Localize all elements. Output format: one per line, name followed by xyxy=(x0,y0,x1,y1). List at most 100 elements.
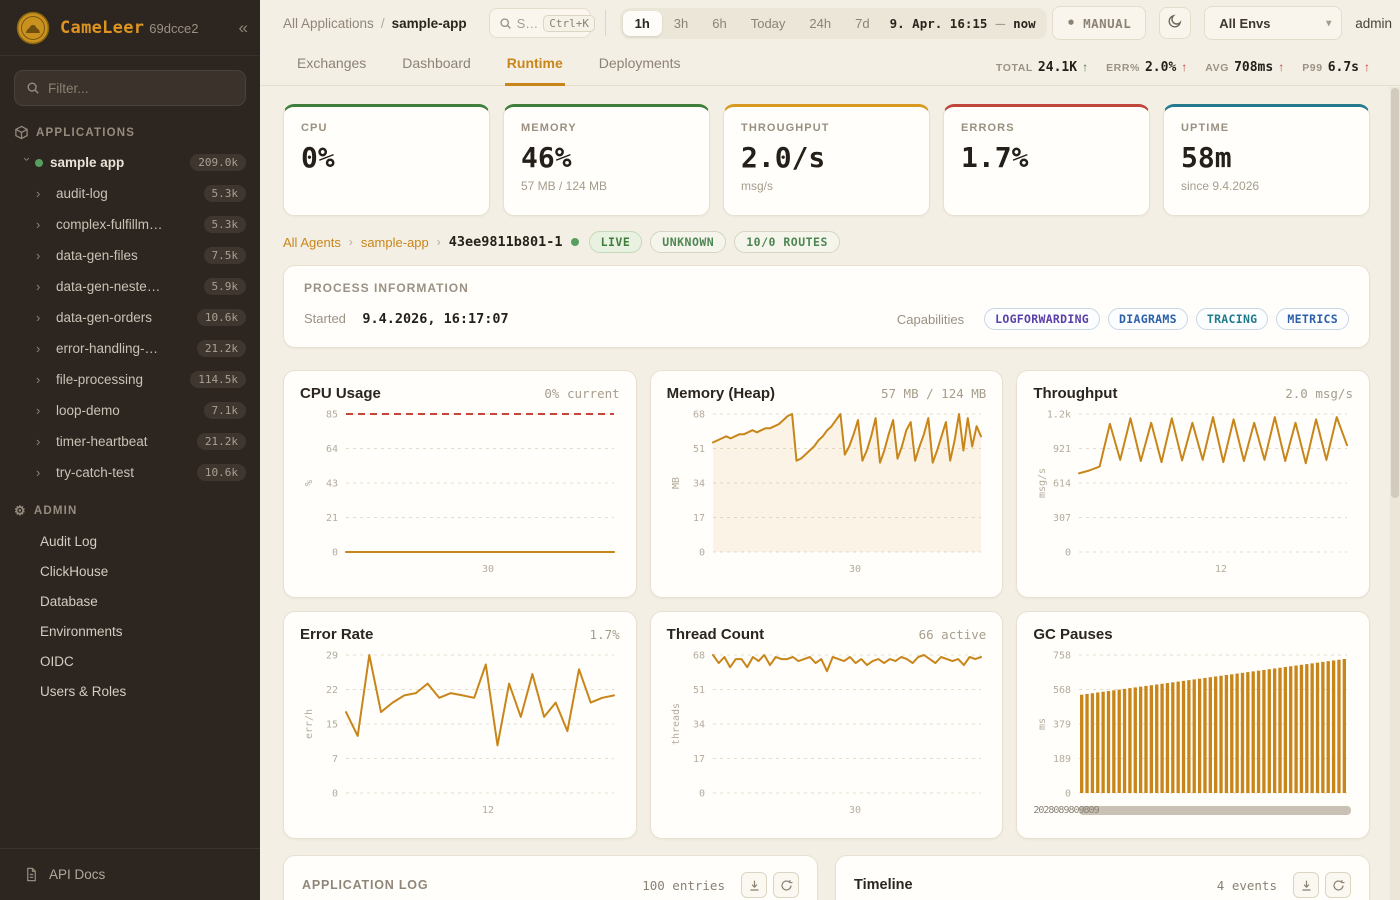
search-shortcut: Ctrl+K xyxy=(543,14,596,32)
chart-x-scrollbar[interactable] xyxy=(1079,806,1351,815)
app-root-label: sample app xyxy=(50,155,125,170)
metric-label: MEMORY xyxy=(521,122,577,134)
global-search-input[interactable]: S… Ctrl+K xyxy=(488,8,596,38)
sidebar-item-file-processing[interactable]: › file-processing 114.5k xyxy=(0,364,260,395)
route-label: data-gen-neste… xyxy=(56,279,161,294)
chevron-right-icon: › xyxy=(36,465,41,480)
sidebar-item-try-catch-test[interactable]: › try-catch-test 10.6k xyxy=(0,457,260,488)
user-menu[interactable]: admin xyxy=(1355,15,1392,31)
sidebar-collapse-button[interactable]: « xyxy=(238,18,248,37)
stat-total: TOTAL 24.1K ↑ xyxy=(996,60,1088,75)
svg-text:921: 921 xyxy=(1053,444,1071,455)
metric-card-memory: MEMORY 46% 57 MB / 124 MB xyxy=(503,104,710,216)
chevron-down-icon: › xyxy=(20,157,35,162)
tab-exchanges[interactable]: Exchanges xyxy=(297,55,367,71)
cameleer-logo-icon xyxy=(16,11,50,44)
svg-text:ms: ms xyxy=(1037,718,1048,730)
range-6h[interactable]: 6h xyxy=(700,11,738,36)
sidebar-item-clickhouse[interactable]: ClickHouse xyxy=(0,556,260,586)
admin-item-label: Users & Roles xyxy=(40,683,127,699)
trend-up-icon: ↑ xyxy=(1181,60,1188,74)
brand: CameLeer 69dcce2 xyxy=(60,18,198,38)
chart-value-label: 66 active xyxy=(918,627,987,642)
count-badge: 10.6k xyxy=(196,464,246,481)
refresh-button[interactable] xyxy=(773,872,799,898)
stat-value: 6.7s xyxy=(1327,60,1359,75)
chart-title: Thread Count xyxy=(666,626,765,643)
chevron-down-icon: ▾ xyxy=(1326,17,1332,29)
range-24h[interactable]: 24h xyxy=(797,11,843,36)
env-selector[interactable]: All Envs ▾ xyxy=(1204,6,1343,40)
breadcrumb-all-applications[interactable]: All Applications xyxy=(283,15,374,31)
svg-text:0: 0 xyxy=(1065,789,1071,800)
svg-text:17: 17 xyxy=(693,513,705,524)
charts-grid: CPU Usage 0% current 85 64 43 21 0% 30 Memory (H… xyxy=(283,370,1370,839)
sidebar-item-audit-log[interactable]: › audit-log 5.3k xyxy=(0,178,260,209)
sidebar-item-loop-demo[interactable]: › loop-demo 7.1k xyxy=(0,395,260,426)
chart-body: 1.2k 921 614 307 0 msg/s 12 xyxy=(1033,406,1353,583)
breadcrumb-all-agents[interactable]: All Agents xyxy=(283,234,341,250)
tab-dashboard[interactable]: Dashboard xyxy=(402,55,471,71)
sidebar-item-sample-app[interactable]: › sample app 209.0k xyxy=(0,147,260,178)
svg-text:MB: MB xyxy=(671,477,682,489)
svg-text:34: 34 xyxy=(693,720,705,731)
filter-input[interactable]: Filter... xyxy=(14,70,246,106)
sidebar-item-data-gen-files[interactable]: › data-gen-files 7.5k xyxy=(0,240,260,271)
date-from[interactable]: 9. Apr. 16:15 xyxy=(889,15,988,31)
sidebar-item-api-docs[interactable]: API Docs xyxy=(0,848,260,900)
manual-refresh-button[interactable]: • MANUAL xyxy=(1051,6,1147,40)
breadcrumb-agent-app[interactable]: sample-app xyxy=(360,234,429,250)
build-id: 69dcce2 xyxy=(149,20,199,36)
chart-body: 29 22 15 7 0 err/h 12 xyxy=(300,647,620,824)
sidebar-item-data-gen-neste[interactable]: › data-gen-neste… 5.9k xyxy=(0,271,260,302)
scrollbar-track[interactable] xyxy=(1390,87,1400,900)
svg-text:7: 7 xyxy=(332,754,338,765)
divider xyxy=(604,10,606,36)
chart-header: Memory (Heap) 57 MB / 124 MB xyxy=(667,385,987,402)
count-badge: 21.2k xyxy=(196,340,246,357)
process-panel-title: PROCESS INFORMATION xyxy=(304,281,469,295)
date-to[interactable]: now xyxy=(1013,15,1036,31)
tab-deployments[interactable]: Deployments xyxy=(598,55,681,71)
sidebar-item-oidc[interactable]: OIDC xyxy=(0,646,260,676)
admin-item-label: OIDC xyxy=(40,653,74,669)
sidebar-item-audit-log[interactable]: Audit Log xyxy=(0,526,260,556)
chart-title: CPU Usage xyxy=(300,385,381,402)
svg-text:758: 758 xyxy=(1053,651,1071,662)
svg-text:err/h: err/h xyxy=(304,709,315,739)
sidebar-item-timer-heartbeat[interactable]: › timer-heartbeat 21.2k xyxy=(0,426,260,457)
chart-header: Error Rate 1.7% xyxy=(300,626,620,643)
sidebar-item-data-gen-orders[interactable]: › data-gen-orders 10.6k xyxy=(0,302,260,333)
download-button[interactable] xyxy=(741,872,767,898)
chevron-right-icon: › xyxy=(36,186,41,201)
theme-toggle-button[interactable] xyxy=(1159,7,1192,39)
sidebar: CameLeer 69dcce2 « Filter... APPLICATIONS… xyxy=(0,0,260,900)
started-timestamp: 9.4.2026, 16:17:07 xyxy=(362,311,509,327)
count-badge: 7.1k xyxy=(203,402,246,419)
route-list: › audit-log 5.3k › complex-fulfillm… 5.3k › dat… xyxy=(0,178,260,488)
sidebar-item-environments[interactable]: Environments xyxy=(0,616,260,646)
tab-runtime[interactable]: Runtime xyxy=(504,55,565,86)
svg-text:43: 43 xyxy=(326,479,338,490)
range-3h[interactable]: 3h xyxy=(662,11,700,36)
sidebar-item-complex-fulfillm[interactable]: › complex-fulfillm… 5.3k xyxy=(0,209,260,240)
chevron-right-icon: › xyxy=(436,235,441,249)
route-label: file-processing xyxy=(56,372,144,387)
download-button[interactable] xyxy=(1293,872,1319,898)
main-area: All Applications / sample-app S… Ctrl+K … xyxy=(260,0,1400,900)
sidebar-item-database[interactable]: Database xyxy=(0,586,260,616)
scrollbar-thumb[interactable] xyxy=(1391,88,1399,498)
range-7d[interactable]: 7d xyxy=(843,11,881,36)
stats-bar: TOTAL 24.1K ↑ ERR% 2.0% ↑ AVG 708ms ↑ P99 6.7s ↑ xyxy=(996,60,1370,85)
manual-dot-icon: • xyxy=(1066,13,1077,32)
count-badge: 5.9k xyxy=(203,278,246,295)
sidebar-item-error-handling[interactable]: › error-handling-… 21.2k xyxy=(0,333,260,364)
metric-card-uptime: UPTIME 58m since 9.4.2026 xyxy=(1163,104,1370,216)
chart-body: 758 568 379 189 0 ms 2028089809809 xyxy=(1033,647,1353,824)
refresh-button[interactable] xyxy=(1325,872,1351,898)
sidebar-item-users-roles[interactable]: Users & Roles xyxy=(0,676,260,706)
chart-header: CPU Usage 0% current xyxy=(300,385,620,402)
sidebar-header: CameLeer 69dcce2 « xyxy=(0,0,260,56)
range-1h[interactable]: 1h xyxy=(622,10,662,36)
range-today[interactable]: Today xyxy=(739,11,798,36)
